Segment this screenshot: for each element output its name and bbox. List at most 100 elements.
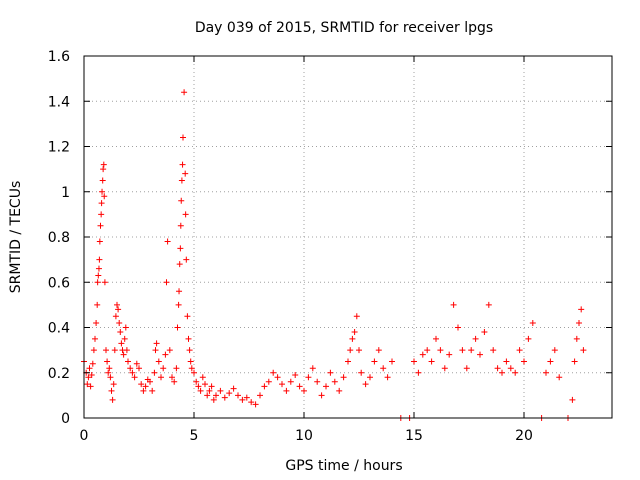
- data-point: [177, 245, 184, 252]
- data-point: [226, 390, 233, 397]
- data-point: [111, 347, 118, 354]
- x-tick-label: 20: [515, 428, 533, 444]
- y-tick-label: 1.4: [48, 94, 70, 110]
- data-point: [362, 381, 369, 388]
- data-point: [105, 369, 112, 376]
- data-point: [349, 335, 356, 342]
- data-point: [176, 261, 183, 268]
- data-point: [193, 378, 200, 385]
- data-point: [283, 387, 290, 394]
- data-point: [121, 335, 128, 342]
- data-point: [543, 369, 549, 376]
- data-point: [149, 387, 156, 394]
- data-point: [99, 177, 106, 184]
- data-point: [389, 358, 395, 365]
- data-points: [81, 89, 587, 421]
- data-point: [199, 374, 206, 381]
- data-point: [411, 358, 417, 365]
- data-point: [89, 360, 96, 367]
- x-tick-label: 15: [405, 428, 423, 444]
- data-point: [347, 347, 354, 354]
- data-point: [197, 387, 204, 394]
- data-point: [99, 188, 106, 195]
- data-point: [345, 358, 351, 365]
- data-point: [169, 374, 175, 381]
- data-point: [96, 256, 103, 263]
- data-point: [109, 396, 116, 403]
- data-point: [468, 347, 475, 354]
- data-point: [336, 387, 343, 394]
- data-point: [358, 369, 365, 376]
- data-point: [174, 324, 181, 331]
- data-point: [481, 329, 488, 336]
- data-point: [217, 387, 224, 394]
- data-point: [166, 347, 173, 354]
- data-point: [261, 383, 268, 390]
- data-point: [573, 335, 580, 342]
- y-tick-label: 0.6: [48, 275, 70, 291]
- data-point: [279, 381, 285, 388]
- data-point: [243, 394, 250, 401]
- data-point: [210, 396, 217, 403]
- data-point: [455, 324, 461, 331]
- data-point: [556, 374, 563, 381]
- data-point: [301, 387, 307, 394]
- data-point: [98, 211, 105, 218]
- data-point: [569, 396, 576, 403]
- data-point: [116, 319, 123, 326]
- data-point: [131, 374, 138, 381]
- data-point: [437, 347, 444, 354]
- data-point: [499, 369, 505, 376]
- x-tick-label: 10: [295, 428, 313, 444]
- data-point: [147, 378, 153, 385]
- data-point: [108, 387, 115, 394]
- y-axis-label: SRMTID / TECUs: [8, 181, 24, 294]
- data-point: [309, 365, 316, 372]
- data-point: [371, 358, 378, 365]
- data-point: [92, 335, 98, 342]
- data-point: [472, 335, 479, 342]
- data-point: [375, 347, 382, 354]
- data-point: [115, 306, 122, 313]
- x-tick-label: 0: [80, 428, 89, 444]
- data-point: [252, 401, 259, 408]
- data-point: [450, 301, 457, 308]
- data-point: [140, 387, 147, 394]
- data-point: [551, 347, 558, 354]
- y-tick-label: 1.2: [48, 140, 70, 156]
- data-point: [521, 358, 527, 365]
- data-point: [287, 378, 294, 385]
- data-point: [87, 383, 94, 390]
- data-point: [578, 306, 585, 313]
- data-point: [175, 301, 182, 308]
- x-axis-label: GPS time / hours: [285, 458, 402, 474]
- data-point: [129, 369, 136, 376]
- data-point: [177, 222, 184, 229]
- data-point: [331, 378, 338, 385]
- data-point: [367, 374, 373, 381]
- data-point: [176, 288, 183, 295]
- data-point: [85, 374, 92, 381]
- data-point: [98, 200, 105, 207]
- data-point: [428, 358, 435, 365]
- data-point: [235, 392, 241, 399]
- data-point: [208, 383, 215, 390]
- data-point: [103, 347, 109, 354]
- data-point: [494, 365, 501, 372]
- data-point: [419, 351, 426, 358]
- data-point: [186, 347, 193, 354]
- data-point: [110, 381, 117, 388]
- data-point: [187, 358, 194, 365]
- data-point: [433, 335, 439, 342]
- data-point: [90, 347, 97, 354]
- data-point: [180, 134, 186, 141]
- y-tick-label: 1.6: [48, 49, 70, 65]
- data-point: [136, 365, 142, 372]
- data-point: [160, 365, 167, 372]
- data-point: [97, 222, 104, 229]
- data-point: [178, 197, 185, 204]
- data-point: [158, 374, 164, 381]
- data-point: [213, 392, 219, 399]
- data-point: [125, 358, 131, 365]
- data-point: [424, 347, 431, 354]
